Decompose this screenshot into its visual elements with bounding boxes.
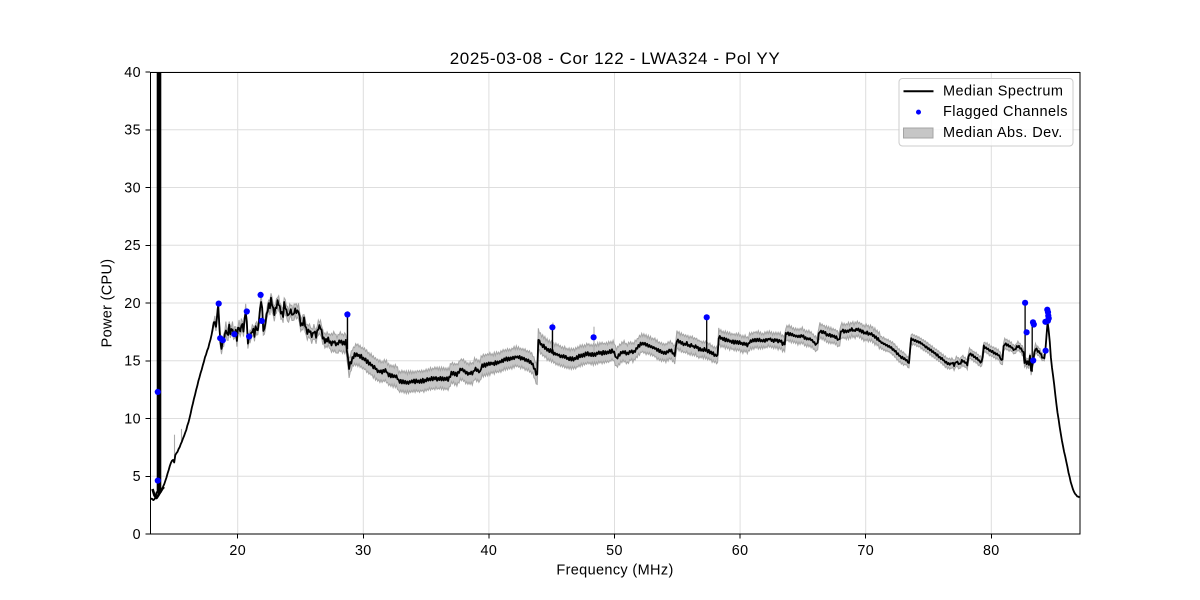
- svg-text:35: 35: [124, 123, 141, 139]
- svg-text:30: 30: [124, 180, 141, 196]
- svg-text:15: 15: [124, 354, 141, 370]
- svg-text:20: 20: [124, 296, 141, 312]
- svg-text:0: 0: [133, 527, 141, 543]
- svg-text:50: 50: [606, 543, 623, 559]
- svg-text:70: 70: [857, 543, 874, 559]
- svg-text:10: 10: [124, 411, 141, 427]
- svg-text:60: 60: [732, 543, 749, 559]
- svg-text:Flagged Channels: Flagged Channels: [943, 104, 1068, 120]
- svg-text:Median Spectrum: Median Spectrum: [943, 83, 1063, 99]
- svg-text:40: 40: [124, 65, 141, 81]
- svg-text:40: 40: [481, 543, 498, 559]
- svg-text:80: 80: [983, 543, 1000, 559]
- svg-text:Power (CPU): Power (CPU): [100, 259, 116, 348]
- svg-text:Median Abs. Dev.: Median Abs. Dev.: [943, 125, 1063, 141]
- svg-text:30: 30: [355, 543, 372, 559]
- svg-text:25: 25: [124, 238, 141, 254]
- svg-text:5: 5: [133, 469, 141, 485]
- svg-text:2025-03-08 - Cor 122 - LWA324: 2025-03-08 - Cor 122 - LWA324 - Pol YY: [450, 49, 781, 68]
- svg-text:Frequency (MHz): Frequency (MHz): [556, 563, 673, 579]
- svg-text:20: 20: [229, 543, 246, 559]
